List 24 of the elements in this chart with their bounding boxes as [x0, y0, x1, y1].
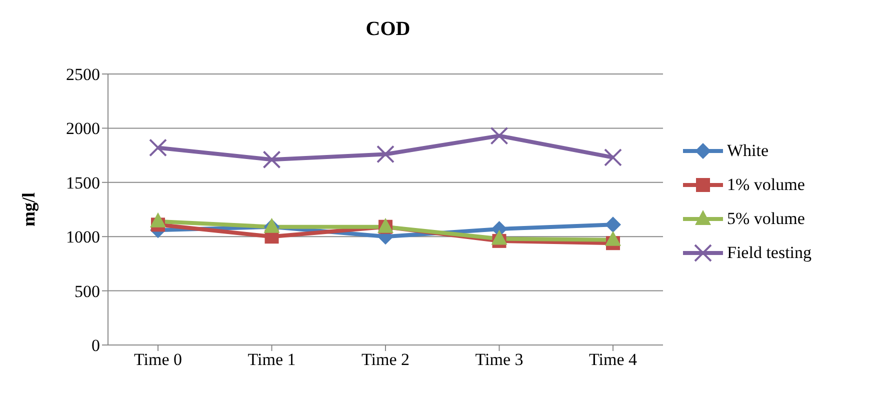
point: [376, 145, 394, 164]
point: [262, 150, 281, 169]
point: [605, 216, 621, 233]
point: [604, 148, 622, 166]
y-tick-label: 1500: [66, 173, 100, 192]
y-tick-label: 1000: [66, 228, 100, 247]
y-tick-label: 2500: [66, 65, 100, 84]
point: [491, 230, 508, 245]
y-tick-label: 0: [92, 336, 100, 356]
x-tick-label: Time 4: [588, 350, 638, 370]
x-tick-label: Time 3: [475, 350, 524, 370]
y-tick-label: 2000: [66, 119, 100, 138]
y-tick-label: 500: [74, 282, 100, 301]
legend-label: Field testing: [727, 242, 812, 264]
legend-label: White: [727, 140, 769, 162]
legend-label: 1% volume: [727, 174, 805, 196]
legend-label: 5% volume: [727, 208, 805, 230]
point: [490, 126, 508, 145]
y-axis-title: mg/l: [18, 192, 38, 226]
point: [149, 138, 167, 157]
x-tick-label: Time 1: [248, 350, 296, 370]
x-tick-label: Time 2: [361, 350, 410, 370]
chart-title: COD: [364, 18, 412, 41]
x-tick-label: Time 0: [134, 350, 182, 370]
